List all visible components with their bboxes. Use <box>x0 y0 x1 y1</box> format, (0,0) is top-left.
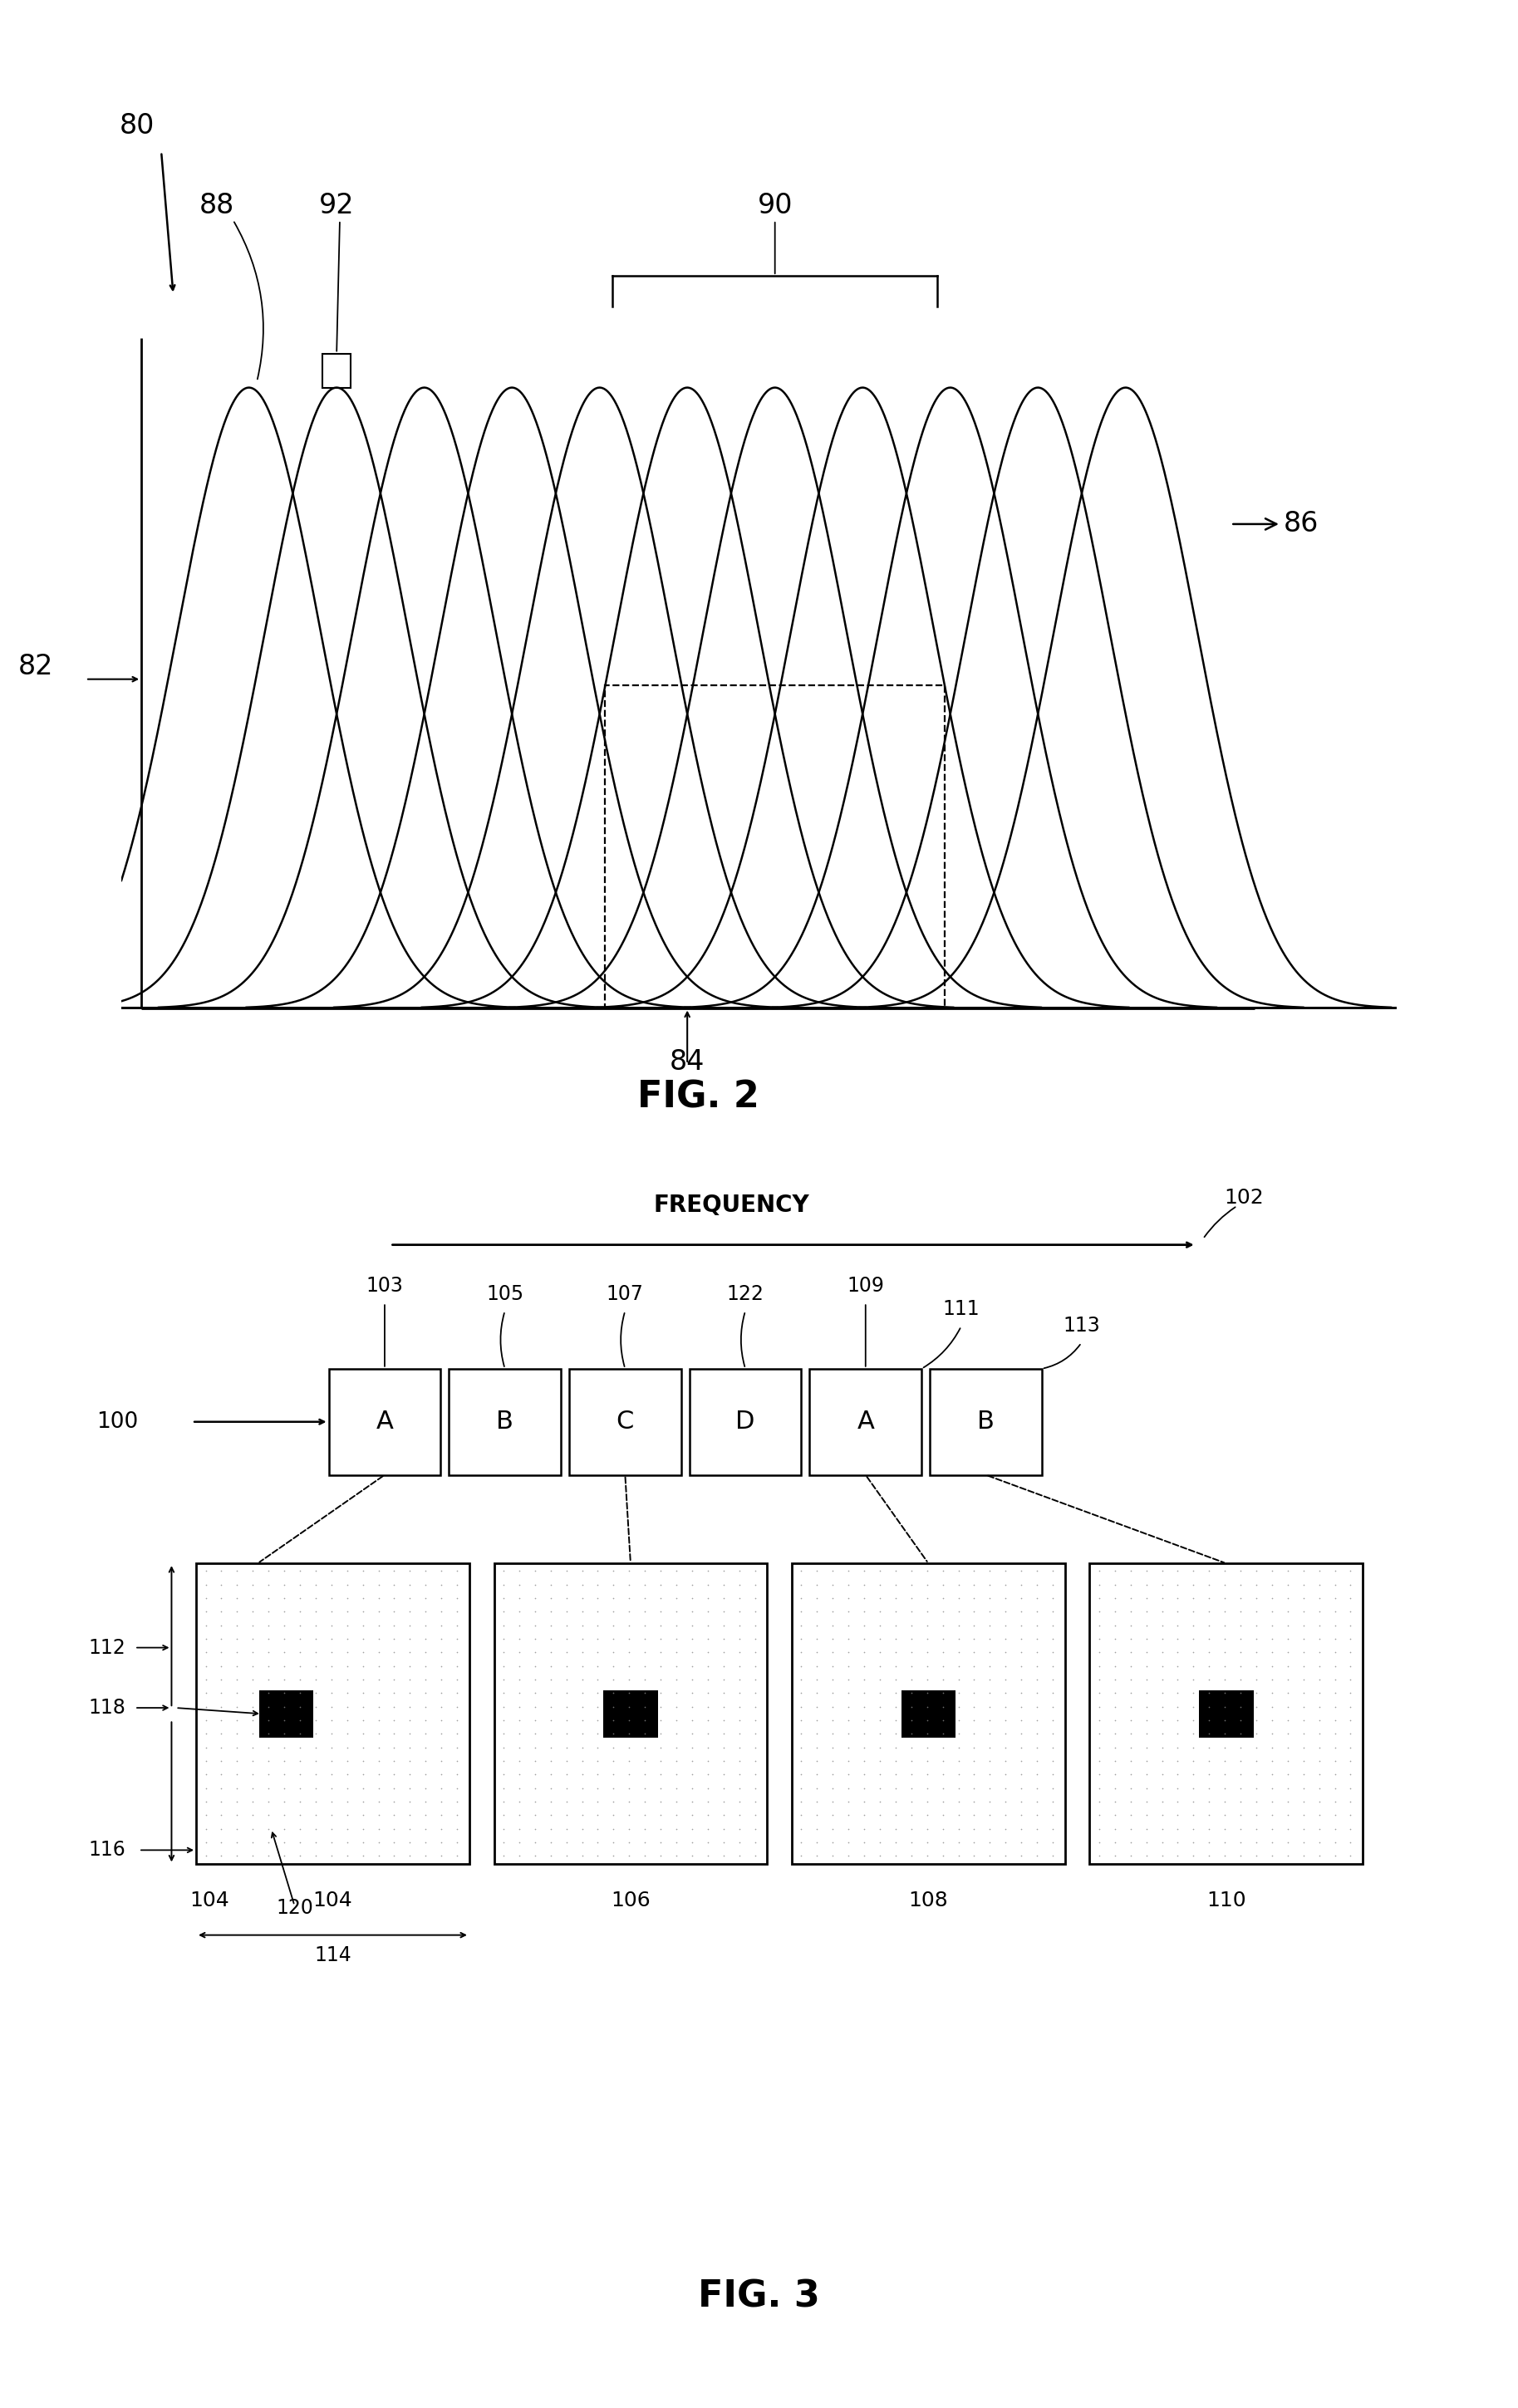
Bar <box>929 1368 1041 1474</box>
Bar <box>260 1690 314 1739</box>
Text: 90: 90 <box>757 193 792 219</box>
Bar <box>1199 1690 1254 1739</box>
Text: 106: 106 <box>610 1890 650 1910</box>
Text: 86: 86 <box>1233 510 1319 537</box>
Text: 109: 109 <box>847 1276 883 1296</box>
Bar <box>569 1368 682 1474</box>
Text: 114: 114 <box>314 1946 351 1965</box>
Bar <box>603 1690 657 1739</box>
Text: FIG. 2: FIG. 2 <box>638 1079 759 1115</box>
Text: 82: 82 <box>18 653 53 681</box>
Text: A: A <box>856 1409 874 1433</box>
Bar <box>329 1368 440 1474</box>
Bar <box>196 1563 469 1864</box>
Text: A: A <box>376 1409 393 1433</box>
Text: 105: 105 <box>486 1283 524 1303</box>
Text: 122: 122 <box>727 1283 764 1303</box>
Text: 104: 104 <box>190 1890 229 1910</box>
Bar <box>689 1368 802 1474</box>
Bar <box>902 1690 956 1739</box>
Bar <box>322 354 351 388</box>
Text: 118: 118 <box>88 1698 126 1717</box>
Text: 92: 92 <box>319 193 354 219</box>
Text: 112: 112 <box>88 1637 126 1657</box>
Bar <box>493 1563 767 1864</box>
Text: 103: 103 <box>366 1276 404 1296</box>
Text: 113: 113 <box>1063 1315 1101 1336</box>
Text: 104: 104 <box>313 1890 352 1910</box>
Text: 88: 88 <box>199 193 235 219</box>
Text: FIG. 3: FIG. 3 <box>698 2278 820 2314</box>
Bar <box>809 1368 921 1474</box>
Text: 102: 102 <box>1224 1187 1264 1209</box>
Text: B: B <box>978 1409 994 1433</box>
Text: 120: 120 <box>276 1898 313 1919</box>
Bar <box>792 1563 1066 1864</box>
Bar <box>1090 1563 1363 1864</box>
Text: 110: 110 <box>1207 1890 1246 1910</box>
Text: C: C <box>616 1409 635 1433</box>
Text: 80: 80 <box>120 113 155 140</box>
Text: 100: 100 <box>97 1411 138 1433</box>
Text: 116: 116 <box>88 1840 126 1859</box>
Text: 108: 108 <box>909 1890 949 1910</box>
Text: FREQUENCY: FREQUENCY <box>654 1194 809 1216</box>
Text: 111: 111 <box>943 1300 979 1320</box>
Text: D: D <box>736 1409 754 1433</box>
Text: 107: 107 <box>607 1283 644 1303</box>
Text: B: B <box>496 1409 513 1433</box>
Text: 84: 84 <box>669 1047 704 1076</box>
Bar <box>449 1368 562 1474</box>
Bar <box>604 686 946 1009</box>
